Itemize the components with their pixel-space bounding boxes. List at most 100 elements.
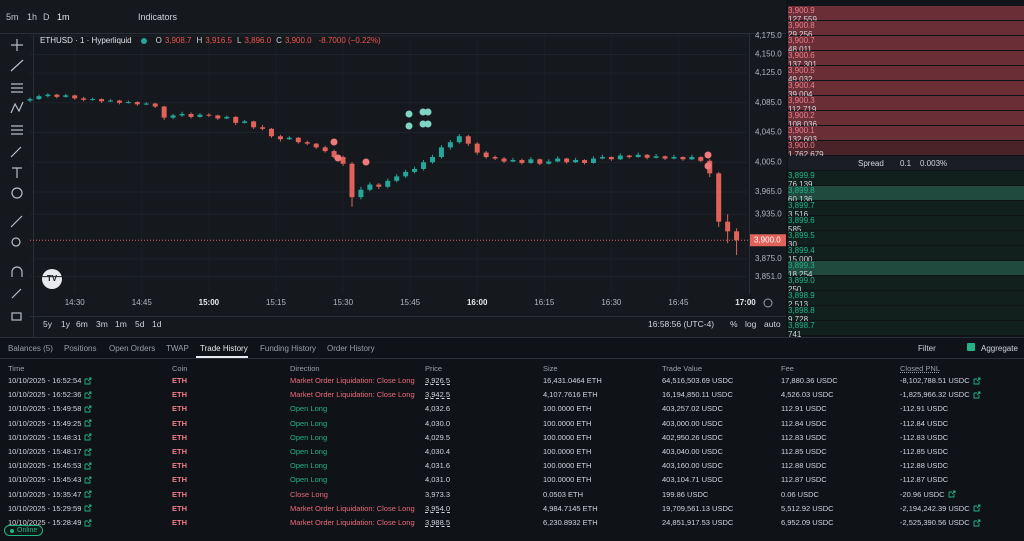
table-row[interactable]: 10/10/2025 - 15:45:43 ETH Open Long 4,031.0… — [0, 473, 1024, 487]
settings-button[interactable] — [763, 298, 773, 308]
brush-tool[interactable] — [10, 146, 22, 158]
status-pill[interactable]: Online — [4, 525, 44, 536]
trade-marker[interactable] — [362, 158, 370, 166]
trade-marker[interactable] — [419, 120, 427, 128]
interval-button[interactable]: 1m — [57, 12, 70, 22]
tab[interactable]: Order History — [327, 344, 375, 353]
range-button[interactable]: 5d — [135, 319, 145, 329]
table-row[interactable]: 10/10/2025 - 16:52:36 ETH Market Order Liq… — [0, 388, 1024, 402]
table-row[interactable]: 10/10/2025 - 15:28:49 ETH Market Order Liq… — [0, 516, 1024, 530]
order-book-row[interactable]: 3,900.01,762,6791,762,679 — [788, 141, 1024, 168]
tab[interactable]: Trade History — [200, 344, 248, 353]
tradingview-logo[interactable] — [42, 269, 62, 289]
range-button[interactable]: 1y — [61, 319, 70, 329]
trade-marker[interactable] — [419, 108, 427, 116]
order-book-row[interactable]: 3,899.318,254173,660 — [788, 261, 1024, 288]
column-header[interactable]: Closed PNL — [900, 364, 941, 373]
order-book-row[interactable]: 3,899.73,516139,791 — [788, 201, 1024, 228]
aggregate-label[interactable]: Aggregate — [981, 344, 1018, 353]
table-row[interactable]: 10/10/2025 - 15:48:17 ETH Open Long 4,030.4… — [0, 445, 1024, 459]
tab[interactable]: Positions — [64, 344, 97, 353]
pattern-tool[interactable] — [10, 101, 24, 114]
external-link-icon[interactable] — [973, 377, 981, 385]
aggregate-checkbox[interactable] — [967, 343, 975, 351]
tab[interactable]: Open Orders — [109, 344, 156, 353]
drawing-tools[interactable] — [10, 39, 24, 321]
trade-marker[interactable] — [424, 108, 432, 116]
range-button[interactable]: 3m — [96, 319, 108, 329]
order-book-row[interactable]: 3,899.415,000155,405 — [788, 246, 1024, 273]
order-book-row[interactable]: 3,899.530140,406 — [788, 231, 1024, 258]
trendline-tool[interactable] — [10, 59, 24, 72]
scale-option[interactable]: auto — [764, 319, 781, 329]
trade-marker[interactable] — [405, 122, 413, 130]
scale-option[interactable]: % — [730, 319, 738, 329]
interval-button[interactable]: 5m — [6, 12, 19, 22]
table-row[interactable]: 10/10/2025 - 15:35:47 ETH Close Long 3,973.… — [0, 488, 1024, 502]
zoom-tool[interactable] — [11, 237, 21, 247]
tab[interactable]: TWAP — [166, 344, 189, 353]
external-link-icon[interactable] — [84, 476, 92, 484]
order-book-row[interactable]: 3,898.89,728186,151 — [788, 306, 1024, 333]
order-book-row[interactable]: 3,900.829,2562,418,641 — [788, 21, 1024, 48]
order-book-row[interactable]: 3,899.860,136136,275 — [788, 186, 1024, 213]
trade-marker[interactable] — [704, 151, 712, 159]
range-button[interactable]: 6m — [76, 319, 88, 329]
table-row[interactable]: 10/10/2025 - 15:29:59 ETH Market Order Liq… — [0, 502, 1024, 516]
emoji-tool[interactable] — [11, 187, 23, 199]
order-book-row[interactable]: 3,900.748,0112,389,385 — [788, 36, 1024, 63]
external-link-icon[interactable] — [84, 433, 92, 441]
trade-marker[interactable] — [334, 154, 342, 162]
external-link-icon[interactable] — [84, 391, 92, 399]
order-book-row[interactable]: 3,900.439,0042,155,041 — [788, 81, 1024, 108]
table-row[interactable]: 10/10/2025 - 16:52:54 ETH Market Order Liq… — [0, 374, 1024, 388]
order-book-row[interactable]: 3,898.7741186,891 — [788, 321, 1024, 348]
table-row[interactable]: 10/10/2025 - 15:48:31 ETH Open Long 4,029.5… — [0, 431, 1024, 445]
ruler-tool[interactable] — [10, 215, 23, 228]
external-link-icon[interactable] — [973, 519, 981, 527]
fib-tool[interactable] — [11, 83, 23, 93]
magnet-tool[interactable] — [11, 266, 23, 277]
table-row[interactable]: 10/10/2025 - 15:45:53 ETH Open Long 4,031.6… — [0, 459, 1024, 473]
scale-option[interactable]: log — [745, 319, 757, 329]
trade-marker[interactable] — [424, 120, 432, 128]
order-book-row[interactable]: 3,899.976,13976,139 — [788, 171, 1024, 198]
table-row[interactable]: 10/10/2025 - 15:49:25 ETH Open Long 4,030.0… — [0, 417, 1024, 431]
external-link-icon[interactable] — [948, 490, 956, 498]
range-button[interactable]: 5y — [43, 319, 52, 329]
crosshair-tool[interactable] — [11, 39, 23, 51]
filter-button[interactable]: Filter — [918, 344, 936, 353]
external-link-icon[interactable] — [84, 448, 92, 456]
interval-button[interactable]: 1h — [27, 12, 38, 22]
range-button[interactable]: 1d — [152, 319, 162, 329]
order-book-row[interactable]: 3,898.92,513176,423 — [788, 291, 1024, 318]
external-link-icon[interactable] — [84, 462, 92, 470]
order-book-row[interactable]: 3,900.549,0322,204,073 — [788, 66, 1024, 93]
order-book-row[interactable]: 3,899.0250173,909 — [788, 276, 1024, 303]
text-tool[interactable] — [12, 167, 22, 178]
external-link-icon[interactable] — [84, 504, 92, 512]
tab[interactable]: Funding History — [260, 344, 317, 353]
external-link-icon[interactable] — [84, 405, 92, 413]
projection-tool[interactable] — [11, 125, 23, 135]
external-link-icon[interactable] — [84, 490, 92, 498]
interval-button[interactable]: D — [43, 12, 50, 22]
range-button[interactable]: 1m — [115, 319, 127, 329]
table-row[interactable]: 10/10/2025 - 15:49:58 ETH Open Long 4,032.6… — [0, 402, 1024, 416]
lock-tool[interactable] — [11, 312, 22, 321]
external-link-icon[interactable] — [973, 504, 981, 512]
external-link-icon[interactable] — [84, 419, 92, 427]
indicators-button[interactable]: Indicators — [138, 12, 178, 22]
lock-drawings-tool[interactable] — [11, 288, 22, 299]
trade-marker[interactable] — [405, 110, 413, 118]
tab[interactable]: Balances (5) — [8, 344, 53, 353]
external-link-icon[interactable] — [973, 391, 981, 399]
external-link-icon[interactable] — [84, 519, 92, 527]
trade-marker[interactable] — [704, 162, 712, 170]
external-link-icon[interactable] — [84, 377, 92, 385]
